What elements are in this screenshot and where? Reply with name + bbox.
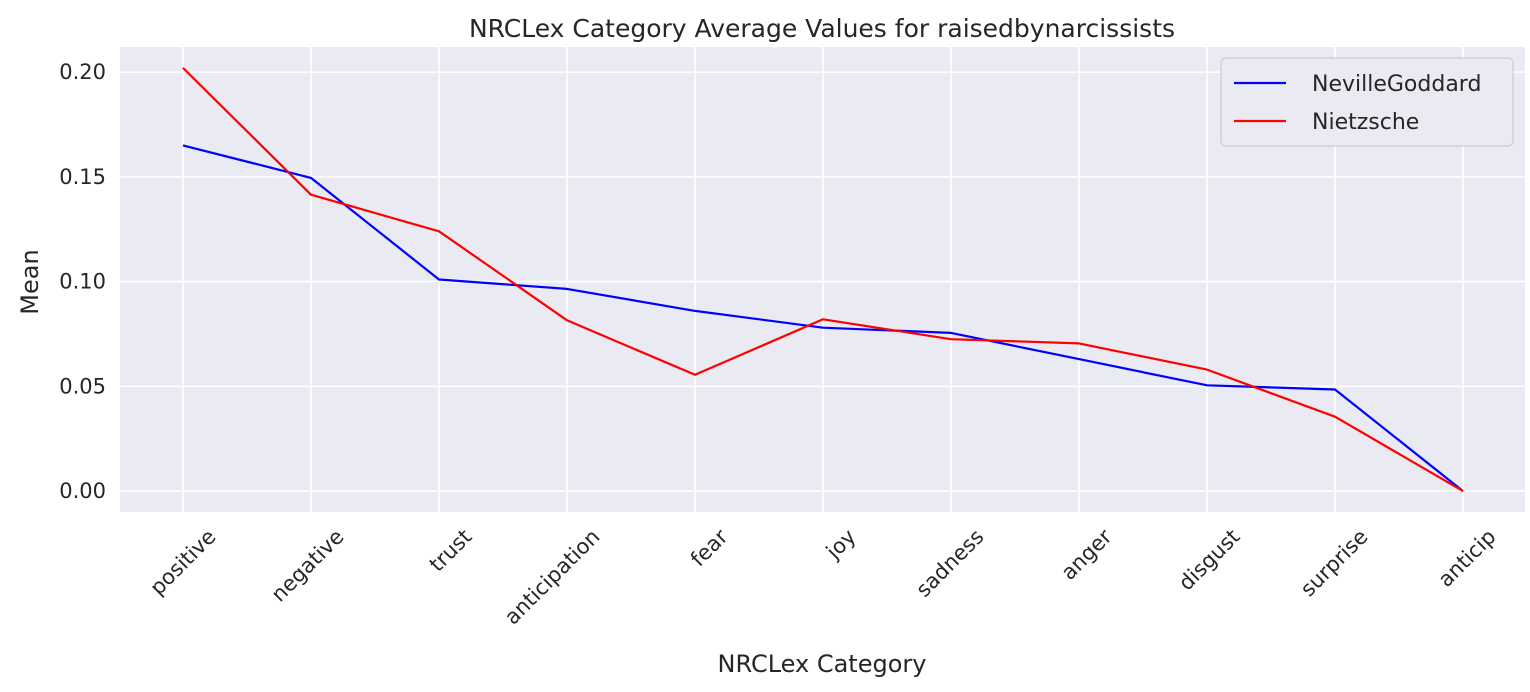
legend-label-nevillegoddard: NevilleGoddard — [1312, 72, 1481, 97]
x-tick-label: positive — [145, 525, 220, 600]
x-tick-label: trust — [425, 525, 477, 577]
y-tick-labels: 0.00 0.05 0.10 0.15 0.20 — [59, 60, 106, 503]
chart-title: NRCLex Category Average Values for raise… — [469, 14, 1175, 43]
x-axis-label: NRCLex Category — [718, 650, 927, 678]
x-tick-label: anticipation — [500, 525, 605, 630]
series-line-nietzsche — [182, 67, 1464, 493]
x-tick-label: disgust — [1174, 525, 1245, 596]
y-tick-label: 0.00 — [59, 479, 106, 503]
x-tick-label: joy — [821, 525, 861, 565]
y-tick-label: 0.05 — [59, 374, 106, 398]
x-tick-label: negative — [267, 525, 349, 607]
legend-label-nietzsche: Nietzsche — [1312, 110, 1419, 135]
legend: NevilleGoddard Nietzsche — [1220, 57, 1514, 147]
legend-box — [1220, 57, 1514, 147]
x-tick-label: fear — [686, 524, 733, 571]
y-tick-label: 0.20 — [59, 60, 106, 84]
series-lines — [182, 67, 1464, 493]
x-tick-label: anger — [1056, 524, 1116, 584]
x-tick-label: surprise — [1296, 525, 1373, 602]
grid-lines — [120, 47, 1525, 512]
x-tick-label: anticip — [1433, 525, 1500, 592]
y-tick-label: 0.15 — [59, 165, 106, 189]
x-tick-label: sadness — [911, 525, 988, 602]
series-line-nevillegoddard — [182, 144, 1464, 492]
y-axis-label: Mean — [16, 249, 44, 314]
y-tick-label: 0.10 — [59, 270, 106, 294]
x-tick-labels: positive negative trust anticipation fear joy… — [145, 524, 1500, 629]
